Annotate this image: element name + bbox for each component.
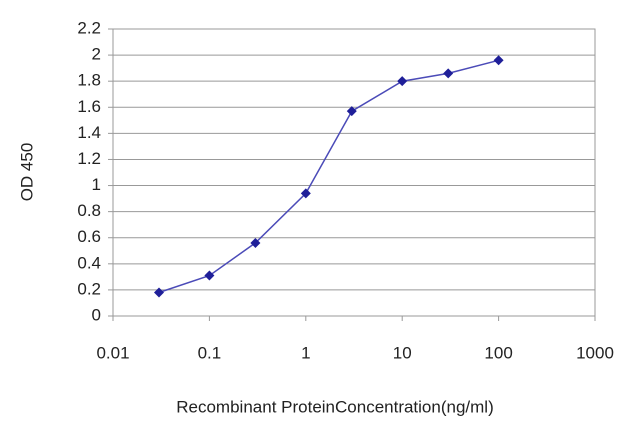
marker bbox=[493, 55, 504, 66]
x-tick-label: 1 bbox=[301, 343, 310, 362]
y-tick-label: 2 bbox=[92, 45, 101, 64]
y-tick-label: 0.4 bbox=[77, 253, 101, 272]
x-tick-label: 0.1 bbox=[198, 343, 222, 362]
y-tick-label: 2.2 bbox=[77, 18, 101, 37]
plot-area bbox=[112, 28, 596, 317]
x-axis-label: Recombinant ProteinConcentration(ng/ml) bbox=[176, 397, 494, 416]
y-axis-label: OD 450 bbox=[17, 143, 36, 202]
x-tick-label: 0.01 bbox=[96, 343, 129, 362]
y-tick-label: 0.6 bbox=[77, 227, 101, 246]
y-tick-label: 1.6 bbox=[77, 97, 101, 116]
marker bbox=[300, 188, 311, 199]
y-tick-label: 1.8 bbox=[77, 71, 101, 90]
y-tick-label: 0.2 bbox=[77, 279, 101, 298]
marker bbox=[397, 76, 408, 87]
y-tick-label: 0 bbox=[92, 305, 101, 324]
marker bbox=[250, 237, 261, 248]
x-tick-label: 10 bbox=[393, 343, 412, 362]
y-tick-label: 1 bbox=[92, 175, 101, 194]
marker bbox=[204, 270, 215, 281]
x-tick-label: 100 bbox=[484, 343, 512, 362]
marker bbox=[443, 68, 454, 79]
y-tick-label: 1.4 bbox=[77, 123, 101, 142]
marker bbox=[153, 287, 164, 298]
marker bbox=[346, 106, 357, 117]
y-tick-label: 1.2 bbox=[77, 149, 101, 168]
x-tick-label: 1000 bbox=[576, 343, 614, 362]
series-line bbox=[158, 59, 499, 294]
y-tick-label: 0.8 bbox=[77, 201, 101, 220]
